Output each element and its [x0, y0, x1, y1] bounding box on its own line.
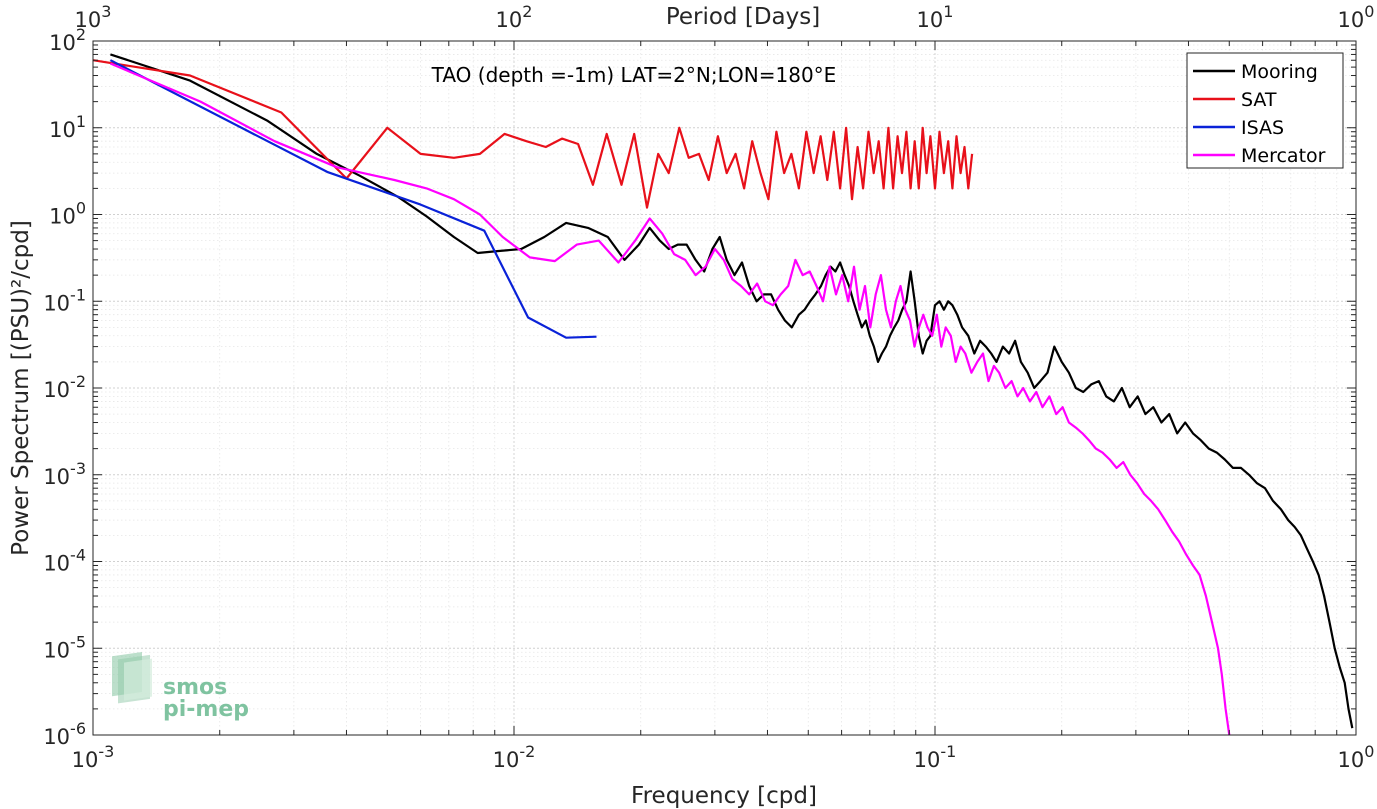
top-tick-label: 101	[917, 2, 954, 32]
top-tick-label: 100	[1338, 2, 1375, 32]
series-line-mooring	[110, 53, 1354, 729]
series-line-sat	[92, 59, 974, 209]
y-tick-label: 10-1	[43, 285, 86, 315]
series-layer	[92, 53, 1354, 736]
x-tick-label: 10-1	[914, 742, 957, 772]
x-tick-label: 100	[1338, 742, 1375, 772]
x-tick-label: 10-2	[493, 742, 536, 772]
chart-title: TAO (depth =-1m) LAT=2°N;LON=180°E	[431, 63, 837, 87]
top-tick-label: 102	[496, 2, 533, 32]
top-axis-label: Period [Days]	[666, 4, 820, 30]
y-tick-label: 10-3	[43, 459, 86, 489]
smos-pi-mep-logo: smos pi-mep	[112, 652, 249, 722]
y-tick-label: 10-2	[43, 372, 86, 402]
y-tick-label: 101	[49, 112, 86, 142]
legend-label-mercator: Mercator	[1241, 145, 1326, 167]
logo-line2: pi-mep	[163, 697, 249, 722]
minor-grid	[93, 41, 1356, 735]
legend-label-sat: SAT	[1241, 89, 1277, 111]
legend-label-isas: ISAS	[1241, 117, 1284, 139]
legend: Mooring SAT ISAS Mercator	[1186, 52, 1344, 169]
legend-label-mooring: Mooring	[1241, 61, 1318, 83]
series-line-mercator	[109, 62, 1231, 736]
logo-line1: smos	[163, 675, 227, 700]
y-tick-label: 100	[49, 199, 86, 229]
top-tick-label: 103	[75, 2, 112, 32]
y-tick-label: 10-5	[43, 632, 86, 662]
x-axis-label: Frequency [cpd]	[631, 783, 817, 809]
y-tick-label: 10-4	[43, 546, 86, 576]
x-tick-label: 10-3	[72, 742, 115, 772]
series-line-isas	[109, 59, 597, 339]
y-tick-label: 102	[49, 25, 86, 55]
axis-ticks	[92, 40, 1357, 736]
y-tick-label: 10-6	[43, 719, 86, 749]
y-axis-label: Power Spectrum [(PSU)²/cpd]	[8, 220, 34, 556]
